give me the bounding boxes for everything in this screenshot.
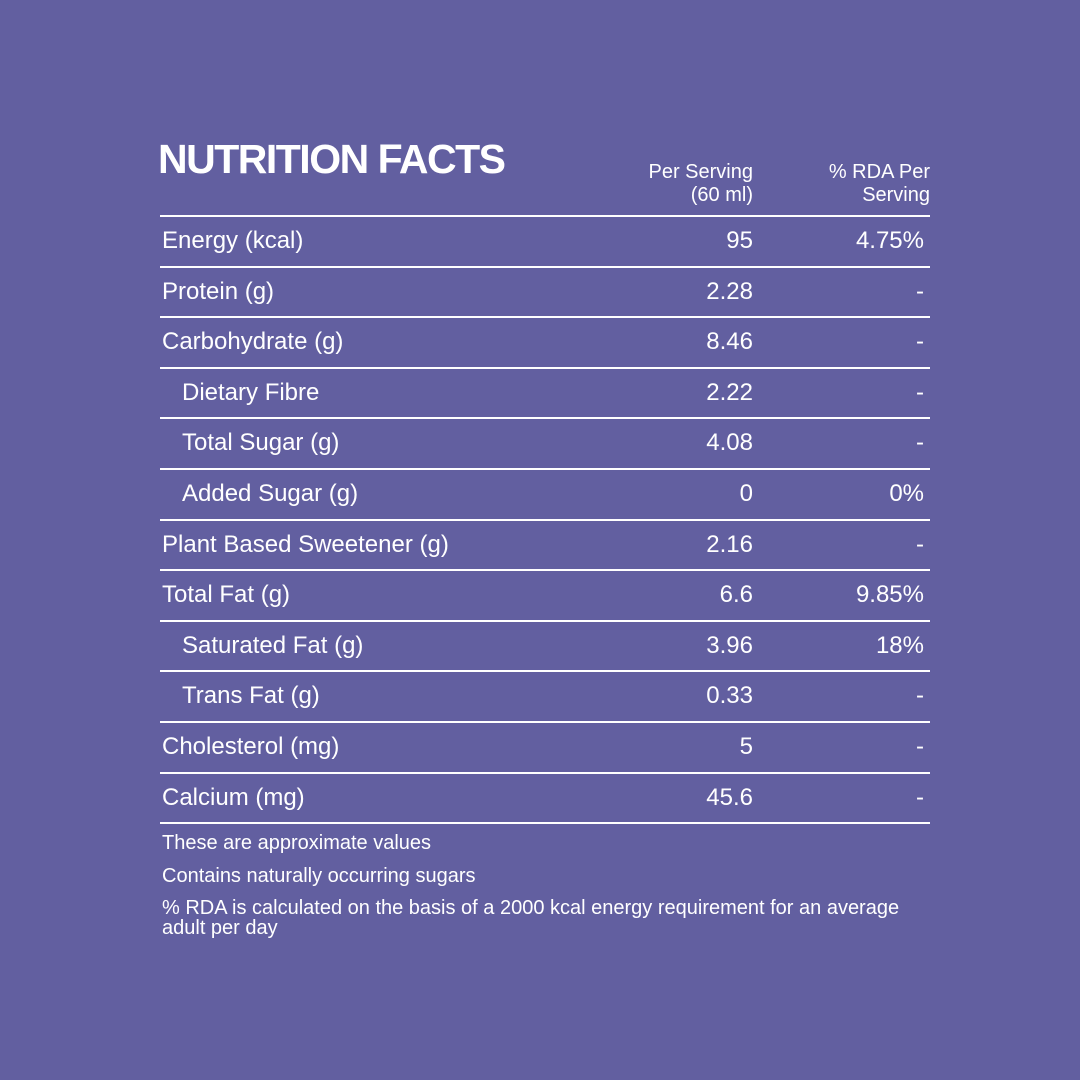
- table-row: Protein (g) 2.28 -: [160, 268, 930, 319]
- nutrient-label: Cholesterol (mg): [162, 732, 340, 760]
- rda-value: 18%: [875, 631, 924, 659]
- nutrient-label: Added Sugar (g): [182, 479, 359, 507]
- per-serving-header: Per Serving (60 ml): [649, 161, 754, 207]
- nutrient-label: Trans Fat (g): [182, 682, 320, 710]
- page-title: NUTRITION FACTS: [158, 136, 506, 182]
- per-serving-value: 3.96: [706, 631, 753, 659]
- table-row: Dietary Fibre 2.22 -: [160, 369, 930, 420]
- table-row: Total Fat (g) 6.6 9.85%: [160, 571, 930, 622]
- per-serving-value: 2.22: [706, 378, 753, 406]
- nutrient-label: Energy (kcal): [162, 227, 304, 254]
- note: % RDA is calculated on the basis of a 20…: [162, 897, 900, 939]
- nutrient-label: Calcium (mg): [162, 783, 305, 811]
- rda-label-2: Serving: [862, 184, 930, 206]
- per-serving-label: Per Serving: [648, 161, 754, 183]
- per-serving-value: 0.33: [706, 682, 753, 710]
- per-serving-value: 2.28: [706, 277, 753, 305]
- rda-value: -: [916, 429, 924, 457]
- table-row: Added Sugar (g) 0 0%: [160, 470, 930, 521]
- nutrient-label: Total Fat (g): [162, 581, 291, 609]
- rda-value: -: [916, 732, 924, 760]
- table-row: Carbohydrate (g) 8.46 -: [160, 318, 930, 369]
- rda-value: -: [916, 530, 924, 558]
- nutrition-table: Energy (kcal) 95 4.75% Protein (g) 2.28- Carb…: [160, 215, 930, 825]
- rda-value: -: [916, 328, 924, 356]
- rda-value: 0%: [889, 479, 924, 507]
- per-serving-value: 0: [739, 479, 753, 507]
- nutrient-label: Dietary Fibre: [182, 378, 320, 406]
- rda-value: -: [916, 783, 924, 811]
- table-row: Total Sugar (g) 4.08 -: [160, 419, 930, 470]
- per-serving-value: 8.46: [706, 328, 753, 356]
- table-row: Calcium (mg) 45.6 -: [160, 774, 930, 825]
- footnotes: These are approximate values Contains na…: [162, 832, 922, 948]
- nutrient-label: Protein (g): [162, 277, 275, 305]
- per-serving-value: 5: [739, 732, 753, 760]
- nutrient-label: Plant Based Sweetener (g): [162, 530, 449, 558]
- per-serving-unit: (60 ml): [690, 184, 753, 206]
- per-serving-value: 45.6: [706, 783, 753, 811]
- rda-value: -: [916, 378, 924, 406]
- per-serving-value: 95: [726, 227, 753, 254]
- table-row: Saturated Fat (g) 3.96 18%: [160, 622, 930, 673]
- table-row: Trans Fat (g) 0.33 -: [160, 672, 930, 723]
- table-row: Cholesterol (mg) 5 -: [160, 723, 930, 774]
- table-row: Energy (kcal) 95 4.75%: [160, 217, 930, 268]
- per-serving-value: 2.16: [706, 530, 753, 558]
- nutrient-label: Total Sugar (g): [182, 429, 340, 457]
- rda-value: 4.75%: [855, 227, 924, 254]
- note: These are approximate values: [162, 832, 432, 854]
- rda-header: % RDA Per Serving: [829, 161, 930, 207]
- table-row: Plant Based Sweetener (g) 2.16 -: [160, 521, 930, 572]
- rda-value: -: [916, 277, 924, 305]
- nutrient-label: Carbohydrate (g): [162, 328, 344, 356]
- rda-label: % RDA Per: [828, 161, 930, 183]
- rda-value: -: [916, 682, 924, 710]
- per-serving-value: 4.08: [706, 429, 753, 457]
- nutrient-label: Saturated Fat (g): [182, 631, 364, 659]
- per-serving-value: 6.6: [719, 581, 753, 609]
- note: Contains naturally occurring sugars: [162, 865, 476, 887]
- rda-value: 9.85%: [855, 581, 924, 609]
